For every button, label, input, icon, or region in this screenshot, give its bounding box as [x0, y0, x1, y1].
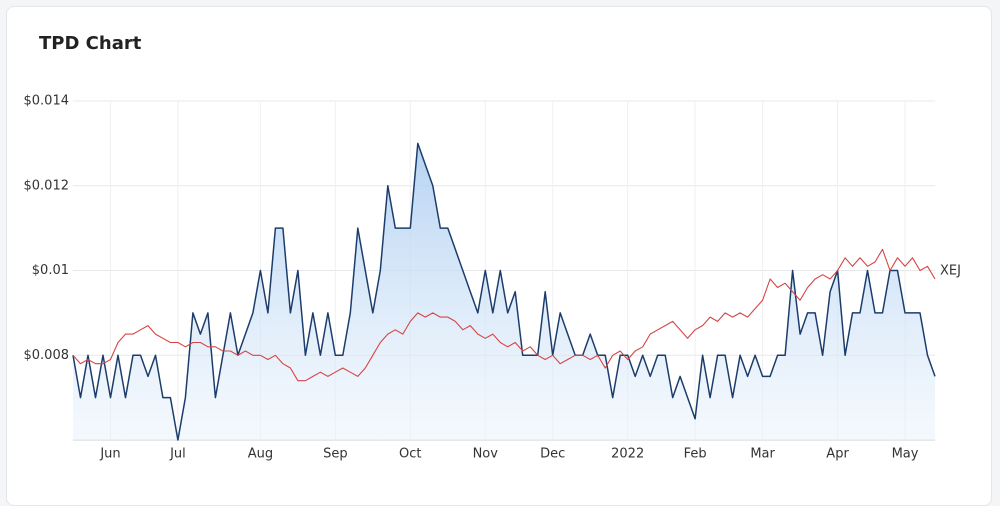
y-tick-label: $0.012	[24, 178, 70, 193]
y-tick-label: $0.01	[32, 263, 69, 278]
x-tick-label: Feb	[684, 447, 707, 462]
x-tick-label: Aug	[248, 447, 273, 462]
y-tick-label: $0.008	[24, 348, 70, 363]
x-tick-label: Mar	[750, 447, 775, 462]
x-tick-label: Jun	[99, 447, 120, 462]
x-tick-label: May	[892, 447, 919, 462]
x-tick-label: 2022	[611, 447, 644, 462]
x-tick-label: Nov	[473, 447, 499, 462]
line	[72, 142, 936, 441]
series-label: XEJ	[940, 263, 961, 278]
x-tick-label: Apr	[826, 447, 849, 462]
x-tick-label: Dec	[540, 447, 565, 462]
y-tick-label: $0.014	[24, 94, 70, 109]
x-tick-label: Sep	[323, 447, 348, 462]
x-tick-label: Oct	[399, 447, 421, 462]
chart-title: TPD Chart	[39, 33, 142, 54]
line	[72, 248, 936, 382]
x-tick-label: Jul	[169, 447, 186, 462]
